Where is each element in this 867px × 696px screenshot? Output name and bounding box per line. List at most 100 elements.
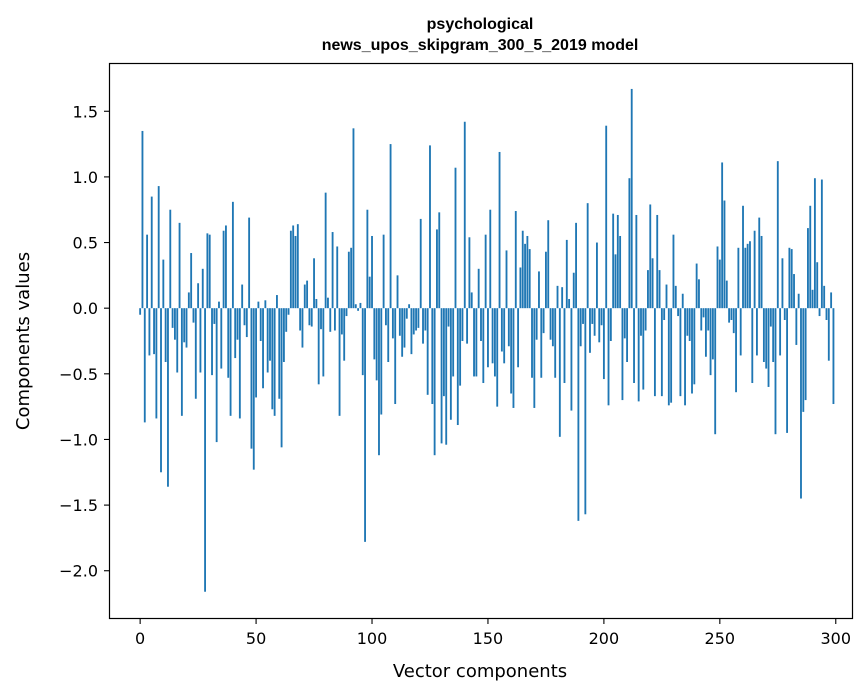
bar	[419, 218, 422, 309]
bar	[658, 270, 661, 309]
bar	[656, 214, 659, 309]
bar	[549, 308, 552, 340]
bar	[521, 230, 524, 309]
bar	[271, 308, 274, 410]
bar	[672, 234, 675, 309]
bar	[303, 284, 306, 309]
chart-title-line-1: psychological	[427, 16, 534, 33]
bar	[245, 308, 248, 338]
bar	[440, 308, 443, 444]
bar	[248, 217, 251, 309]
bar	[793, 274, 795, 309]
bar	[816, 262, 819, 309]
bar	[797, 293, 800, 309]
bar	[542, 308, 545, 334]
bar	[804, 308, 807, 401]
bar	[466, 308, 469, 344]
bar	[767, 308, 770, 387]
bar	[333, 308, 336, 331]
bar	[229, 308, 232, 416]
bar	[350, 247, 353, 309]
bar	[357, 308, 360, 311]
bar	[331, 232, 334, 309]
bar	[373, 308, 376, 360]
bar	[783, 308, 786, 320]
bar	[160, 308, 162, 473]
bar	[753, 230, 756, 309]
x-tick-label: 100	[357, 629, 388, 648]
bar	[262, 308, 264, 389]
bar	[211, 308, 213, 376]
bar	[273, 308, 276, 416]
bar	[459, 308, 462, 386]
bar	[493, 308, 496, 377]
bar	[153, 308, 155, 355]
bar	[141, 130, 144, 309]
bar	[391, 308, 394, 339]
bar	[155, 308, 158, 419]
bar	[387, 308, 390, 362]
bar	[431, 308, 434, 405]
bar	[714, 308, 717, 435]
bar	[385, 308, 387, 326]
bar	[438, 212, 441, 309]
bar	[716, 246, 719, 309]
bar	[693, 308, 696, 385]
bar	[707, 308, 710, 331]
bar	[424, 308, 427, 331]
bar	[760, 235, 763, 309]
bar	[361, 308, 364, 376]
bar	[545, 251, 547, 309]
bar	[728, 308, 731, 323]
bar	[830, 292, 833, 309]
bar	[496, 308, 499, 407]
bar	[194, 308, 197, 399]
bar	[535, 308, 538, 340]
bar	[324, 192, 327, 309]
bar	[380, 308, 383, 415]
bar	[684, 308, 686, 406]
bar	[551, 308, 554, 347]
bar	[556, 285, 559, 309]
bars-group	[139, 88, 835, 592]
bar	[519, 267, 522, 309]
bar	[315, 298, 318, 309]
bar	[294, 235, 297, 309]
bar	[577, 308, 580, 521]
bar	[825, 308, 828, 320]
bar	[364, 308, 366, 542]
bar	[473, 308, 475, 377]
bar	[644, 308, 647, 331]
bar	[206, 233, 209, 309]
bar	[756, 308, 758, 356]
bar	[280, 308, 283, 448]
bar	[505, 250, 508, 309]
bar	[609, 308, 612, 341]
bar	[640, 308, 642, 336]
bar	[449, 308, 452, 420]
bar	[408, 304, 411, 309]
bar	[512, 308, 515, 408]
bar	[802, 308, 805, 412]
bar	[310, 308, 313, 327]
bar	[686, 308, 689, 336]
bar	[183, 308, 186, 343]
bar	[215, 308, 218, 443]
bar	[823, 285, 826, 309]
bar	[255, 308, 257, 398]
bar	[436, 229, 438, 309]
bar	[139, 308, 142, 315]
bar	[769, 308, 772, 327]
bar	[649, 204, 652, 309]
bar	[730, 308, 733, 320]
x-tick-label: 50	[246, 629, 266, 648]
bar	[732, 308, 735, 334]
bar	[257, 301, 260, 309]
bar	[517, 308, 520, 368]
bar	[480, 308, 482, 341]
bar	[259, 308, 262, 341]
bar	[626, 308, 628, 362]
bar	[582, 308, 584, 324]
bar	[660, 308, 663, 397]
bar	[452, 308, 455, 377]
